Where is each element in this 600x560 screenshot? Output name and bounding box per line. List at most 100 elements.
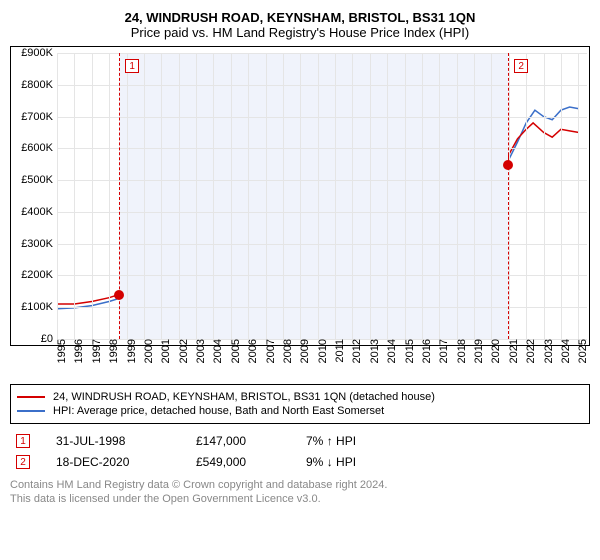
xtick-label: 2014	[384, 339, 398, 363]
gridline-v	[387, 53, 388, 339]
gridline-v	[422, 53, 423, 339]
marker-vline-2	[508, 53, 509, 339]
chart-title: 24, WINDRUSH ROAD, KEYNSHAM, BRISTOL, BS…	[10, 10, 590, 25]
marker-badge-1: 1	[125, 59, 139, 73]
gridline-v	[74, 53, 75, 339]
xtick-label: 2004	[210, 339, 224, 363]
attribution-line-2: This data is licensed under the Open Gov…	[10, 492, 590, 506]
xtick-label: 2011	[332, 339, 346, 363]
gridline-v	[405, 53, 406, 339]
xtick-label: 1999	[124, 339, 138, 363]
gridline-v	[127, 53, 128, 339]
gridline-v	[439, 53, 440, 339]
gridline-v	[474, 53, 475, 339]
ytick-label: £100K	[21, 301, 57, 313]
marker-badge: 2	[16, 455, 30, 469]
gridline-v	[491, 53, 492, 339]
gridline-v	[92, 53, 93, 339]
attribution-line-1: Contains HM Land Registry data © Crown c…	[10, 478, 590, 492]
legend-label: HPI: Average price, detached house, Bath…	[53, 405, 384, 417]
xtick-label: 2000	[141, 339, 155, 363]
xtick-label: 2008	[280, 339, 294, 363]
shaded-range	[119, 53, 508, 339]
xtick-label: 2023	[541, 339, 555, 363]
gridline-v	[561, 53, 562, 339]
xtick-label: 2021	[506, 339, 520, 363]
marker-pct: 7% ↑ HPI	[300, 430, 590, 451]
gridline-v	[196, 53, 197, 339]
xtick-label: 2005	[228, 339, 242, 363]
xtick-label: 1996	[71, 339, 85, 363]
xtick-label: 2013	[367, 339, 381, 363]
xtick-label: 2022	[523, 339, 537, 363]
gridline-v	[457, 53, 458, 339]
marker-row-2: 218-DEC-2020£549,0009% ↓ HPI	[10, 451, 590, 472]
marker-row-1: 1 31-JUL-1998£147,0007% ↑ HPI	[10, 430, 590, 451]
gridline-v	[335, 53, 336, 339]
marker-pct: 9% ↓ HPI	[300, 451, 590, 472]
gridline-v	[300, 53, 301, 339]
marker-badge-2: 2	[514, 59, 528, 73]
ytick-label: £500K	[21, 174, 57, 186]
gridline-v	[318, 53, 319, 339]
gridline-v	[370, 53, 371, 339]
xtick-label: 1997	[89, 339, 103, 363]
markers-table: 1 31-JUL-1998£147,0007% ↑ HPI218-DEC-2020…	[10, 430, 590, 472]
gridline-v	[109, 53, 110, 339]
marker-price: £549,000	[190, 451, 300, 472]
xtick-label: 2003	[193, 339, 207, 363]
legend-item-price-paid: 24, WINDRUSH ROAD, KEYNSHAM, BRISTOL, BS…	[17, 391, 583, 403]
gridline-v	[231, 53, 232, 339]
gridline-v	[161, 53, 162, 339]
gridline-v	[526, 53, 527, 339]
gridline-v	[578, 53, 579, 339]
gridline-v	[179, 53, 180, 339]
ytick-label: £400K	[21, 206, 57, 218]
legend-swatch	[17, 396, 45, 398]
gridline-v	[144, 53, 145, 339]
ytick-label: £900K	[21, 47, 57, 59]
xtick-label: 2025	[575, 339, 589, 363]
gridline-v	[283, 53, 284, 339]
xtick-label: 2020	[488, 339, 502, 363]
xtick-label: 1998	[106, 339, 120, 363]
xtick-label: 2001	[158, 339, 172, 363]
chart-subtitle: Price paid vs. HM Land Registry's House …	[10, 25, 590, 40]
ytick-label: £800K	[21, 79, 57, 91]
marker-date: 31-JUL-1998	[50, 430, 190, 451]
ytick-label: £600K	[21, 142, 57, 154]
legend: 24, WINDRUSH ROAD, KEYNSHAM, BRISTOL, BS…	[10, 384, 590, 424]
xtick-label: 2007	[263, 339, 277, 363]
ytick-label: £700K	[21, 111, 57, 123]
legend-item-hpi: HPI: Average price, detached house, Bath…	[17, 405, 583, 417]
xtick-label: 2015	[402, 339, 416, 363]
gridline-v	[544, 53, 545, 339]
arrow-down-icon: ↓	[327, 455, 333, 469]
xtick-label: 2019	[471, 339, 485, 363]
xtick-label: 2024	[558, 339, 572, 363]
xtick-label: 2018	[454, 339, 468, 363]
gridline-v	[248, 53, 249, 339]
gridline-v	[213, 53, 214, 339]
marker-dot-2	[503, 160, 513, 170]
xtick-label: 2009	[297, 339, 311, 363]
xtick-label: 1995	[54, 339, 68, 363]
xtick-label: 2017	[436, 339, 450, 363]
gridline-v	[352, 53, 353, 339]
gridline-v	[57, 53, 58, 339]
xtick-label: 2012	[349, 339, 363, 363]
xtick-label: 2016	[419, 339, 433, 363]
legend-swatch	[17, 410, 45, 412]
attribution: Contains HM Land Registry data © Crown c…	[10, 478, 590, 507]
marker-price: £147,000	[190, 430, 300, 451]
arrow-up-icon: ↑	[327, 434, 333, 448]
xtick-label: 2006	[245, 339, 259, 363]
marker-badge: 1	[16, 434, 30, 448]
ytick-label: £200K	[21, 269, 57, 281]
xtick-label: 2010	[315, 339, 329, 363]
plot-area: £0£100K£200K£300K£400K£500K£600K£700K£80…	[57, 53, 587, 339]
legend-label: 24, WINDRUSH ROAD, KEYNSHAM, BRISTOL, BS…	[53, 391, 435, 403]
xtick-label: 2002	[176, 339, 190, 363]
gridline-v	[266, 53, 267, 339]
marker-dot-1	[114, 290, 124, 300]
